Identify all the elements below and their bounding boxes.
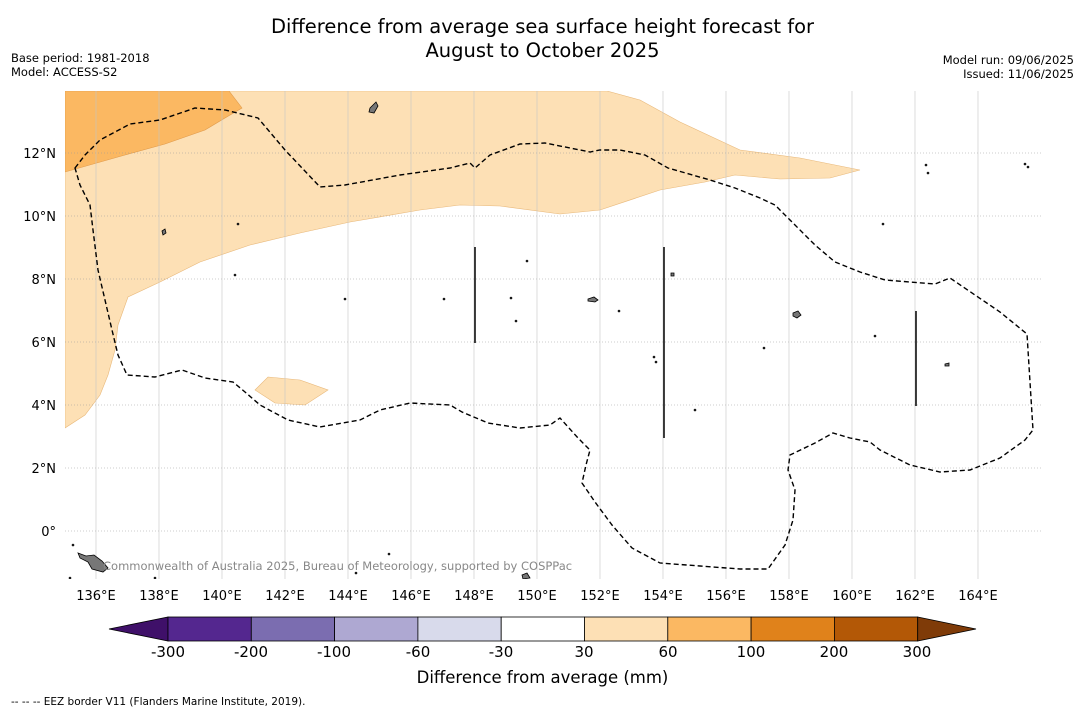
lon-tick-label: 162°E (895, 589, 935, 604)
map-title-line2: August to October 2025 (425, 39, 660, 62)
lon-tick-label: 138°E (139, 589, 179, 604)
colorbar-min-arrow (108, 616, 169, 642)
map-area (65, 91, 1043, 579)
colorbar-label: -30 (488, 643, 514, 661)
colorbar-segment (667, 616, 752, 642)
colorbar-label: 300 (902, 643, 932, 661)
lon-tick-label: 154°E (643, 589, 683, 604)
lon-tick-label: 160°E (832, 589, 872, 604)
lon-tick-label: 142°E (265, 589, 305, 604)
watermark-text: Commonwealth of Australia 2025, Bureau o… (103, 559, 572, 573)
map-title-line1: Difference from average sea surface heig… (270, 15, 815, 38)
lon-tick-label: 144°E (328, 589, 368, 604)
lon-tick-label: 150°E (517, 589, 557, 604)
lon-tick-label: 148°E (454, 589, 494, 604)
eez-legend-footnote: -- -- -- EEZ border V11 (Flanders Marine… (11, 696, 306, 708)
colorbar-segment (417, 616, 502, 642)
lon-axis: 136°E 138°E 140°E 142°E 144°E 146°E 148°… (76, 589, 998, 604)
anomaly-region-30-60 (65, 91, 861, 429)
colorbar-segment (334, 616, 419, 642)
anomaly-region-60-100 (65, 91, 243, 173)
colorbar-label: -300 (150, 643, 186, 661)
colorbar-label: 60 (658, 643, 678, 661)
colorbar-label: 100 (736, 643, 766, 661)
lat-tick-label: 8°N (32, 273, 57, 288)
lat-tick-label: 6°N (32, 336, 57, 351)
lon-tick-label: 156°E (706, 589, 746, 604)
lat-tick-label: 0° (41, 525, 56, 540)
colorbar (108, 616, 977, 642)
islands (68, 101, 1030, 579)
colorbar-max-arrow (917, 616, 977, 642)
lat-axis: 12°N 10°N 8°N 6°N 4°N 2°N 0° (23, 147, 56, 540)
lon-tick-label: 152°E (580, 589, 620, 604)
colorbar-segment (500, 616, 585, 642)
grid-lines (65, 91, 1043, 579)
colorbar-segment (167, 616, 252, 642)
lat-tick-label: 10°N (23, 210, 56, 225)
boundary-segments (474, 247, 917, 438)
issued-text: Issued: 11/06/2025 (963, 67, 1074, 81)
colorbar-label: 30 (574, 643, 594, 661)
model-run-text: Model run: 09/06/2025 (942, 53, 1074, 67)
model-text: Model: ACCESS-S2 (11, 65, 118, 79)
colorbar-segment (584, 616, 669, 642)
lat-tick-label: 2°N (32, 462, 57, 477)
colorbar-label: -60 (405, 643, 431, 661)
colorbar-segment (834, 616, 919, 642)
lon-tick-label: 164°E (958, 589, 998, 604)
colorbar-title: Difference from average (mm) (416, 668, 669, 687)
lon-tick-label: 136°E (76, 589, 116, 604)
colorbar-label: 200 (819, 643, 849, 661)
eez-border (74, 107, 1034, 570)
lon-tick-label: 146°E (391, 589, 431, 604)
colorbar-segment (250, 616, 336, 642)
colorbar-segment (750, 616, 835, 642)
lat-tick-label: 12°N (23, 147, 56, 162)
base-period-text: Base period: 1981-2018 (11, 51, 150, 65)
lon-tick-label: 158°E (769, 589, 809, 604)
lon-tick-label: 140°E (202, 589, 242, 604)
colorbar-label: -100 (316, 643, 352, 661)
lat-tick-label: 4°N (32, 399, 57, 414)
colorbar-label: -200 (233, 643, 269, 661)
